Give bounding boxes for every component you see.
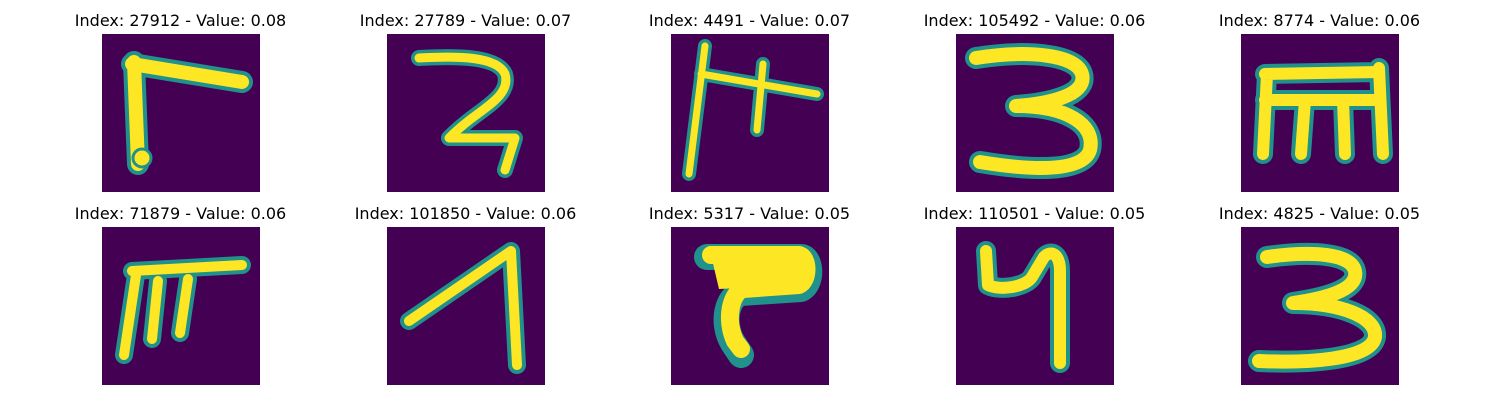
digit-image [102, 34, 260, 192]
panel-title: Index: 4825 - Value: 0.05 [1218, 204, 1421, 223]
panel-title: Index: 101850 - Value: 0.06 [354, 204, 577, 223]
panel-9: Index: 110501 - Value: 0.05 [892, 204, 1177, 389]
panel-4: Index: 105492 - Value: 0.06 [892, 11, 1177, 196]
panel-8: Index: 5317 - Value: 0.05 [607, 204, 892, 389]
panel-2: Index: 27789 - Value: 0.07 [323, 11, 608, 196]
panel-10: Index: 4825 - Value: 0.05 [1177, 204, 1462, 389]
panel-title: Index: 8774 - Value: 0.06 [1218, 11, 1421, 30]
digit-image [956, 227, 1114, 385]
panel-title: Index: 27789 - Value: 0.07 [359, 11, 572, 30]
panel-3: Index: 4491 - Value: 0.07 [607, 11, 892, 196]
panel-7: Index: 101850 - Value: 0.06 [323, 204, 608, 389]
panel-1: Index: 27912 - Value: 0.08 [38, 11, 323, 196]
digit-image [671, 227, 829, 385]
panel-title: Index: 105492 - Value: 0.06 [923, 11, 1146, 30]
digit-image [102, 227, 260, 385]
digit-image [387, 34, 545, 192]
panel-title: Index: 71879 - Value: 0.06 [74, 204, 287, 223]
panel-title: Index: 5317 - Value: 0.05 [648, 204, 851, 223]
digit-image [387, 227, 545, 385]
digit-image [1241, 227, 1399, 385]
panel-title: Index: 27912 - Value: 0.08 [74, 11, 287, 30]
panel-5: Index: 8774 - Value: 0.06 [1177, 11, 1462, 196]
panel-title: Index: 110501 - Value: 0.05 [923, 204, 1146, 223]
digit-image [1241, 34, 1399, 192]
panel-title: Index: 4491 - Value: 0.07 [648, 11, 851, 30]
panel-6: Index: 71879 - Value: 0.06 [38, 204, 323, 389]
digit-image [671, 34, 829, 192]
digit-image [956, 34, 1114, 192]
